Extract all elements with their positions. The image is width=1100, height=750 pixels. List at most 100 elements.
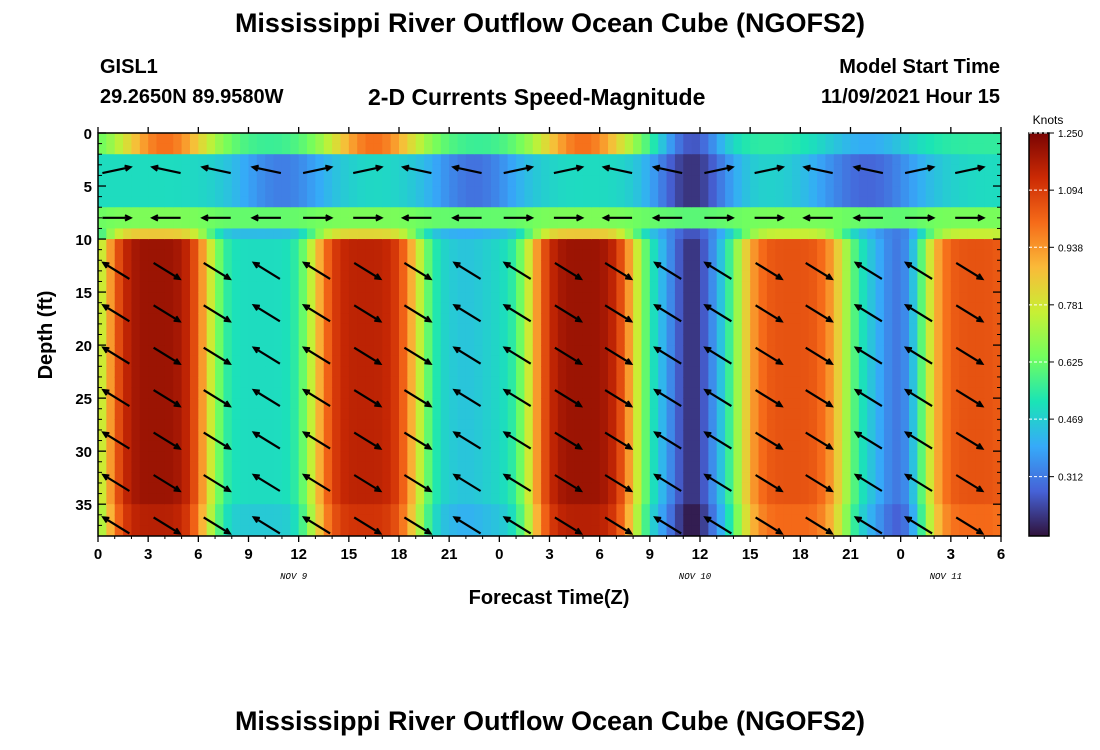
heatmap-cell <box>758 504 768 516</box>
heatmap-cell <box>373 472 383 484</box>
heatmap-cell <box>424 239 434 251</box>
heatmap-cell <box>465 239 475 251</box>
heatmap-cell <box>875 175 885 187</box>
heatmap-cell <box>975 154 985 166</box>
heatmap-cell <box>390 387 400 399</box>
heatmap-cell <box>114 217 124 230</box>
heatmap-cell <box>892 482 902 495</box>
heatmap-cell <box>750 366 760 378</box>
heatmap-cell <box>741 472 751 484</box>
heatmap-cell <box>791 398 801 410</box>
heatmap-cell <box>156 260 166 272</box>
heatmap-cell <box>917 260 927 272</box>
heatmap-cell <box>758 472 768 484</box>
heatmap-cell <box>733 355 743 367</box>
heatmap-cell <box>599 302 609 314</box>
heatmap-cell <box>357 525 367 536</box>
x-tick-label: 0 <box>896 546 904 563</box>
heatmap-cell <box>825 164 835 177</box>
heatmap-cell <box>281 207 291 219</box>
heatmap-cell <box>499 355 509 367</box>
heatmap-cell <box>248 133 258 145</box>
heatmap-cell <box>900 143 910 155</box>
heatmap-cell <box>984 366 994 378</box>
heatmap-cell <box>674 164 684 177</box>
heatmap-cell <box>323 249 333 261</box>
heatmap-cell <box>332 440 342 452</box>
heatmap-cell <box>407 239 417 251</box>
current-vector <box>653 388 682 408</box>
heatmap-cell <box>516 175 526 187</box>
heatmap-cell <box>248 419 258 431</box>
heatmap-cell <box>298 323 308 336</box>
heatmap-cell <box>332 164 342 177</box>
heatmap-cell <box>332 217 342 230</box>
heatmap-cell <box>633 440 643 452</box>
heatmap-cell <box>775 207 785 219</box>
heatmap-cell <box>399 398 408 410</box>
heatmap-cell <box>791 440 801 452</box>
heatmap-cell <box>883 419 893 431</box>
x-tick-label: 21 <box>842 546 859 563</box>
heatmap-cell <box>382 493 392 505</box>
heatmap-cell <box>658 133 668 145</box>
heatmap-cell <box>741 292 751 304</box>
heatmap-cell <box>465 514 475 526</box>
heatmap-cell <box>106 302 116 314</box>
heatmap-cell <box>382 387 392 399</box>
heatmap-cell <box>532 514 542 526</box>
heatmap-cell <box>490 451 500 463</box>
heatmap-cell <box>566 217 576 230</box>
heatmap-cell <box>248 228 258 240</box>
current-vector <box>805 304 834 323</box>
heatmap-cell <box>833 429 843 442</box>
heatmap-cell <box>967 376 977 389</box>
heatmap-cell <box>666 429 676 442</box>
heatmap-cell <box>432 313 442 325</box>
heatmap-cell <box>298 217 308 230</box>
heatmap-cell <box>315 472 325 484</box>
heatmap-cell <box>298 281 308 293</box>
heatmap-cell <box>424 514 434 526</box>
heatmap-cell <box>875 514 885 526</box>
heatmap-cell <box>131 313 141 325</box>
heatmap-cell <box>750 355 760 367</box>
heatmap-cell <box>909 133 918 145</box>
heatmap-cell <box>106 323 116 336</box>
heatmap-cell <box>432 186 442 198</box>
heatmap-cell <box>198 228 208 240</box>
heatmap-cell <box>357 323 367 336</box>
heatmap-cell <box>917 345 927 357</box>
heatmap-cell <box>591 451 601 463</box>
heatmap-cell <box>925 387 935 399</box>
heatmap-cell <box>507 228 517 240</box>
heatmap-cell <box>98 270 107 283</box>
heatmap-cell <box>808 493 818 505</box>
heatmap-cell <box>934 334 944 346</box>
heatmap-cell <box>633 323 643 336</box>
heatmap-cell <box>290 398 300 410</box>
heatmap-cell <box>265 472 275 484</box>
heatmap-cell <box>139 281 149 293</box>
heatmap-cell <box>273 207 283 219</box>
heatmap-cell <box>867 472 877 484</box>
heatmap-cell <box>474 196 484 208</box>
heatmap-cell <box>917 387 927 399</box>
heatmap-cell <box>365 249 375 261</box>
heatmap-cell <box>700 133 709 145</box>
heatmap-cell <box>424 164 434 177</box>
heatmap-cell <box>340 408 350 420</box>
heatmap-cell <box>766 387 776 399</box>
heatmap-cell <box>725 525 735 536</box>
heatmap-cell <box>842 334 852 346</box>
heatmap-cell <box>499 398 509 410</box>
heatmap-cell <box>967 207 977 219</box>
heatmap-cell <box>382 472 392 484</box>
heatmap-cell <box>281 260 291 272</box>
heatmap-cell <box>248 440 258 452</box>
heatmap-cell <box>365 408 375 420</box>
heatmap-cell <box>917 429 927 442</box>
heatmap-cell <box>599 323 609 336</box>
heatmap-cell <box>708 355 718 367</box>
heatmap-cell <box>440 175 450 187</box>
